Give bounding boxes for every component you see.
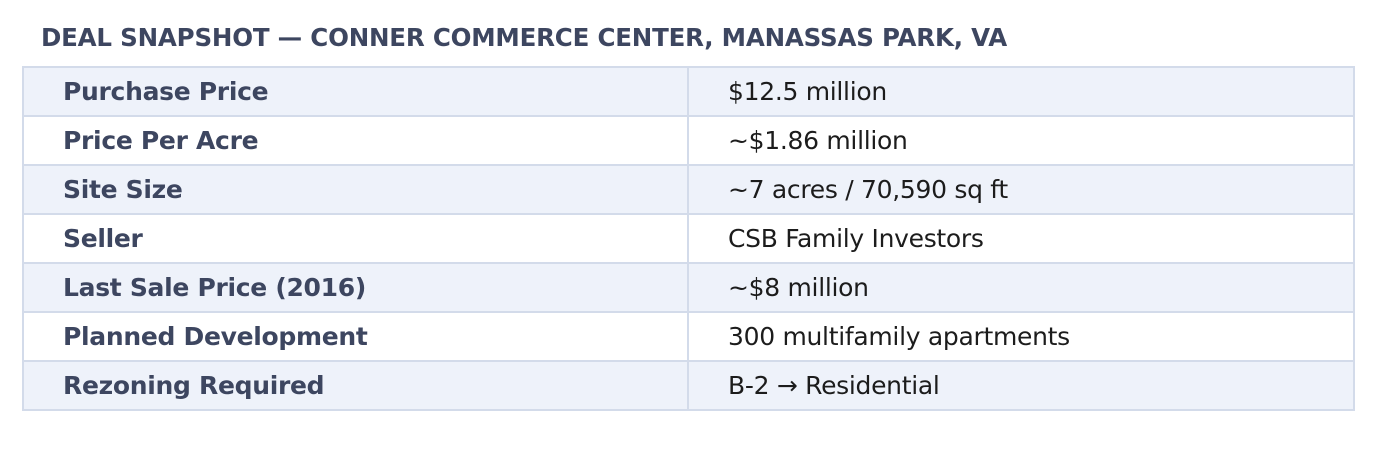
row-label: Seller [22,213,689,264]
table-row-site-size: Site Size ~7 acres / 70,590 sq ft [22,164,1355,215]
row-label: Site Size [22,164,689,215]
row-value: ~$1.86 million [687,115,1355,166]
row-label: Rezoning Required [22,360,689,411]
row-value: ~7 acres / 70,590 sq ft [687,164,1355,215]
row-label: Price Per Acre [22,115,689,166]
table-row-last-sale-price: Last Sale Price (2016) ~$8 million [22,262,1355,313]
row-label: Purchase Price [22,66,689,117]
row-value: $12.5 million [687,66,1355,117]
table-row-rezoning-required: Rezoning Required B-2 → Residential [22,360,1355,411]
page-title: DEAL SNAPSHOT — CONNER COMMERCE CENTER, … [41,23,1008,52]
row-label: Planned Development [22,311,689,362]
deal-snapshot-table: Purchase Price $12.5 million Price Per A… [22,66,1355,411]
row-value: CSB Family Investors [687,213,1355,264]
table-row-seller: Seller CSB Family Investors [22,213,1355,264]
row-value: 300 multifamily apartments [687,311,1355,362]
row-value: ~$8 million [687,262,1355,313]
table-row-planned-development: Planned Development 300 multifamily apar… [22,311,1355,362]
row-value: B-2 → Residential [687,360,1355,411]
table-row-price-per-acre: Price Per Acre ~$1.86 million [22,115,1355,166]
table-row-purchase-price: Purchase Price $12.5 million [22,66,1355,117]
row-label: Last Sale Price (2016) [22,262,689,313]
